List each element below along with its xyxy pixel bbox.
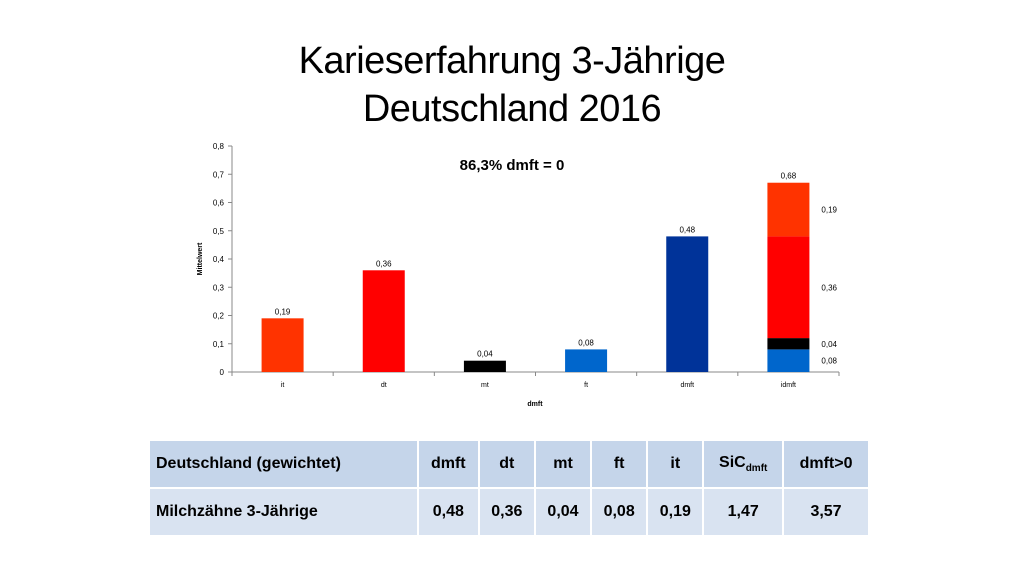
x-tick-label: idmft bbox=[781, 382, 796, 389]
chart-annotation: 86,3% dmft = 0 bbox=[460, 157, 565, 174]
y-tick-label: 0,7 bbox=[213, 170, 225, 179]
bar-value-label: 0,04 bbox=[477, 350, 493, 359]
stacked-segment bbox=[767, 349, 810, 372]
table-cell: 0,48 bbox=[416, 487, 480, 537]
sic-label: SiC bbox=[719, 453, 746, 471]
table-header-cell: dmft bbox=[416, 439, 480, 489]
table-header-cell: it bbox=[646, 439, 705, 489]
table-header-cell: mt bbox=[533, 439, 593, 489]
bar-it bbox=[261, 318, 304, 372]
y-tick-label: 0,3 bbox=[213, 283, 225, 292]
bar-value-label: 0,48 bbox=[679, 225, 695, 234]
y-tick-label: 0,4 bbox=[213, 255, 225, 264]
table-header-row: Deutschland (gewichtet) dmft dt mt ft it… bbox=[148, 439, 870, 489]
chart-title-line-2: Deutschland 2016 bbox=[362, 88, 662, 130]
bar-value-label: 0,19 bbox=[275, 307, 291, 316]
stacked-segment bbox=[767, 182, 810, 237]
bar-mt bbox=[463, 360, 506, 372]
chart-axes: 0 0,1 0,2 0,3 0,4 0,5 0,6 0,7 0,8 it dt mt ft dmft idm… bbox=[213, 142, 840, 389]
segment-value-label: 0,08 bbox=[821, 357, 837, 366]
x-axis-label: dmft bbox=[527, 401, 543, 408]
stacked-segment bbox=[767, 338, 810, 350]
table-cell: 0,36 bbox=[477, 487, 536, 537]
y-tick-label: 0,6 bbox=[213, 199, 225, 208]
y-axis-label: Mittelwert bbox=[197, 242, 204, 275]
y-tick-label: 0,2 bbox=[213, 312, 225, 321]
table-header-cell: ft bbox=[590, 439, 649, 489]
bar-chart: 0 0,1 0,2 0,3 0,4 0,5 0,6 0,7 0,8 it dt mt ft dmft idm… bbox=[197, 142, 840, 408]
table-row: Milchzähne 3-Jährige 0,48 0,36 0,04 0,08… bbox=[148, 487, 870, 537]
segment-value-label: 0,04 bbox=[821, 340, 837, 349]
x-tick-label: mt bbox=[481, 382, 489, 389]
chart-title-line-1: Karieserfahrung 3-Jährige bbox=[298, 40, 726, 82]
x-tick-label: ft bbox=[584, 382, 588, 389]
dmft-table: Deutschland (gewichtet) dmft dt mt ft it… bbox=[148, 439, 870, 537]
x-tick-label: dt bbox=[381, 382, 387, 389]
stacked-total-label: 0,68 bbox=[781, 172, 797, 181]
table-header-cell: dt bbox=[477, 439, 536, 489]
table-cell: 0,19 bbox=[646, 487, 705, 537]
bar-value-label: 0,36 bbox=[376, 259, 392, 268]
table-cell: 0,04 bbox=[533, 487, 593, 537]
chart-marks: 0,19 0,36 0,04 0,08 0,48 0,08 0,04 0,36 0,19 0,68 bbox=[261, 172, 838, 372]
bar-ft bbox=[565, 349, 608, 372]
y-tick-label: 0,8 bbox=[213, 142, 225, 151]
bar-dt bbox=[362, 270, 405, 372]
stacked-segment bbox=[767, 236, 810, 339]
table-row-label: Milchzähne 3-Jährige bbox=[148, 487, 419, 537]
table-header-cell: dmft>0 bbox=[782, 439, 870, 489]
table-cell: 0,08 bbox=[590, 487, 649, 537]
bar-value-label: 0,08 bbox=[578, 338, 594, 347]
y-tick-label: 0 bbox=[220, 368, 225, 377]
segment-value-label: 0,36 bbox=[821, 283, 837, 292]
table-cell: 3,57 bbox=[782, 487, 870, 537]
table-header-cell: Deutschland (gewichtet) bbox=[148, 439, 419, 489]
y-tick-label: 0,1 bbox=[213, 340, 225, 349]
x-tick-label: it bbox=[281, 382, 285, 389]
table-cell: 1,47 bbox=[702, 487, 785, 537]
sic-subscript: dmft bbox=[745, 463, 768, 475]
x-tick-label: dmft bbox=[680, 382, 694, 389]
bar-dmft bbox=[666, 236, 709, 372]
y-tick-label: 0,5 bbox=[213, 227, 225, 236]
segment-value-label: 0,19 bbox=[821, 206, 837, 215]
table-header-cell-sic: SiCdmft bbox=[702, 439, 785, 489]
